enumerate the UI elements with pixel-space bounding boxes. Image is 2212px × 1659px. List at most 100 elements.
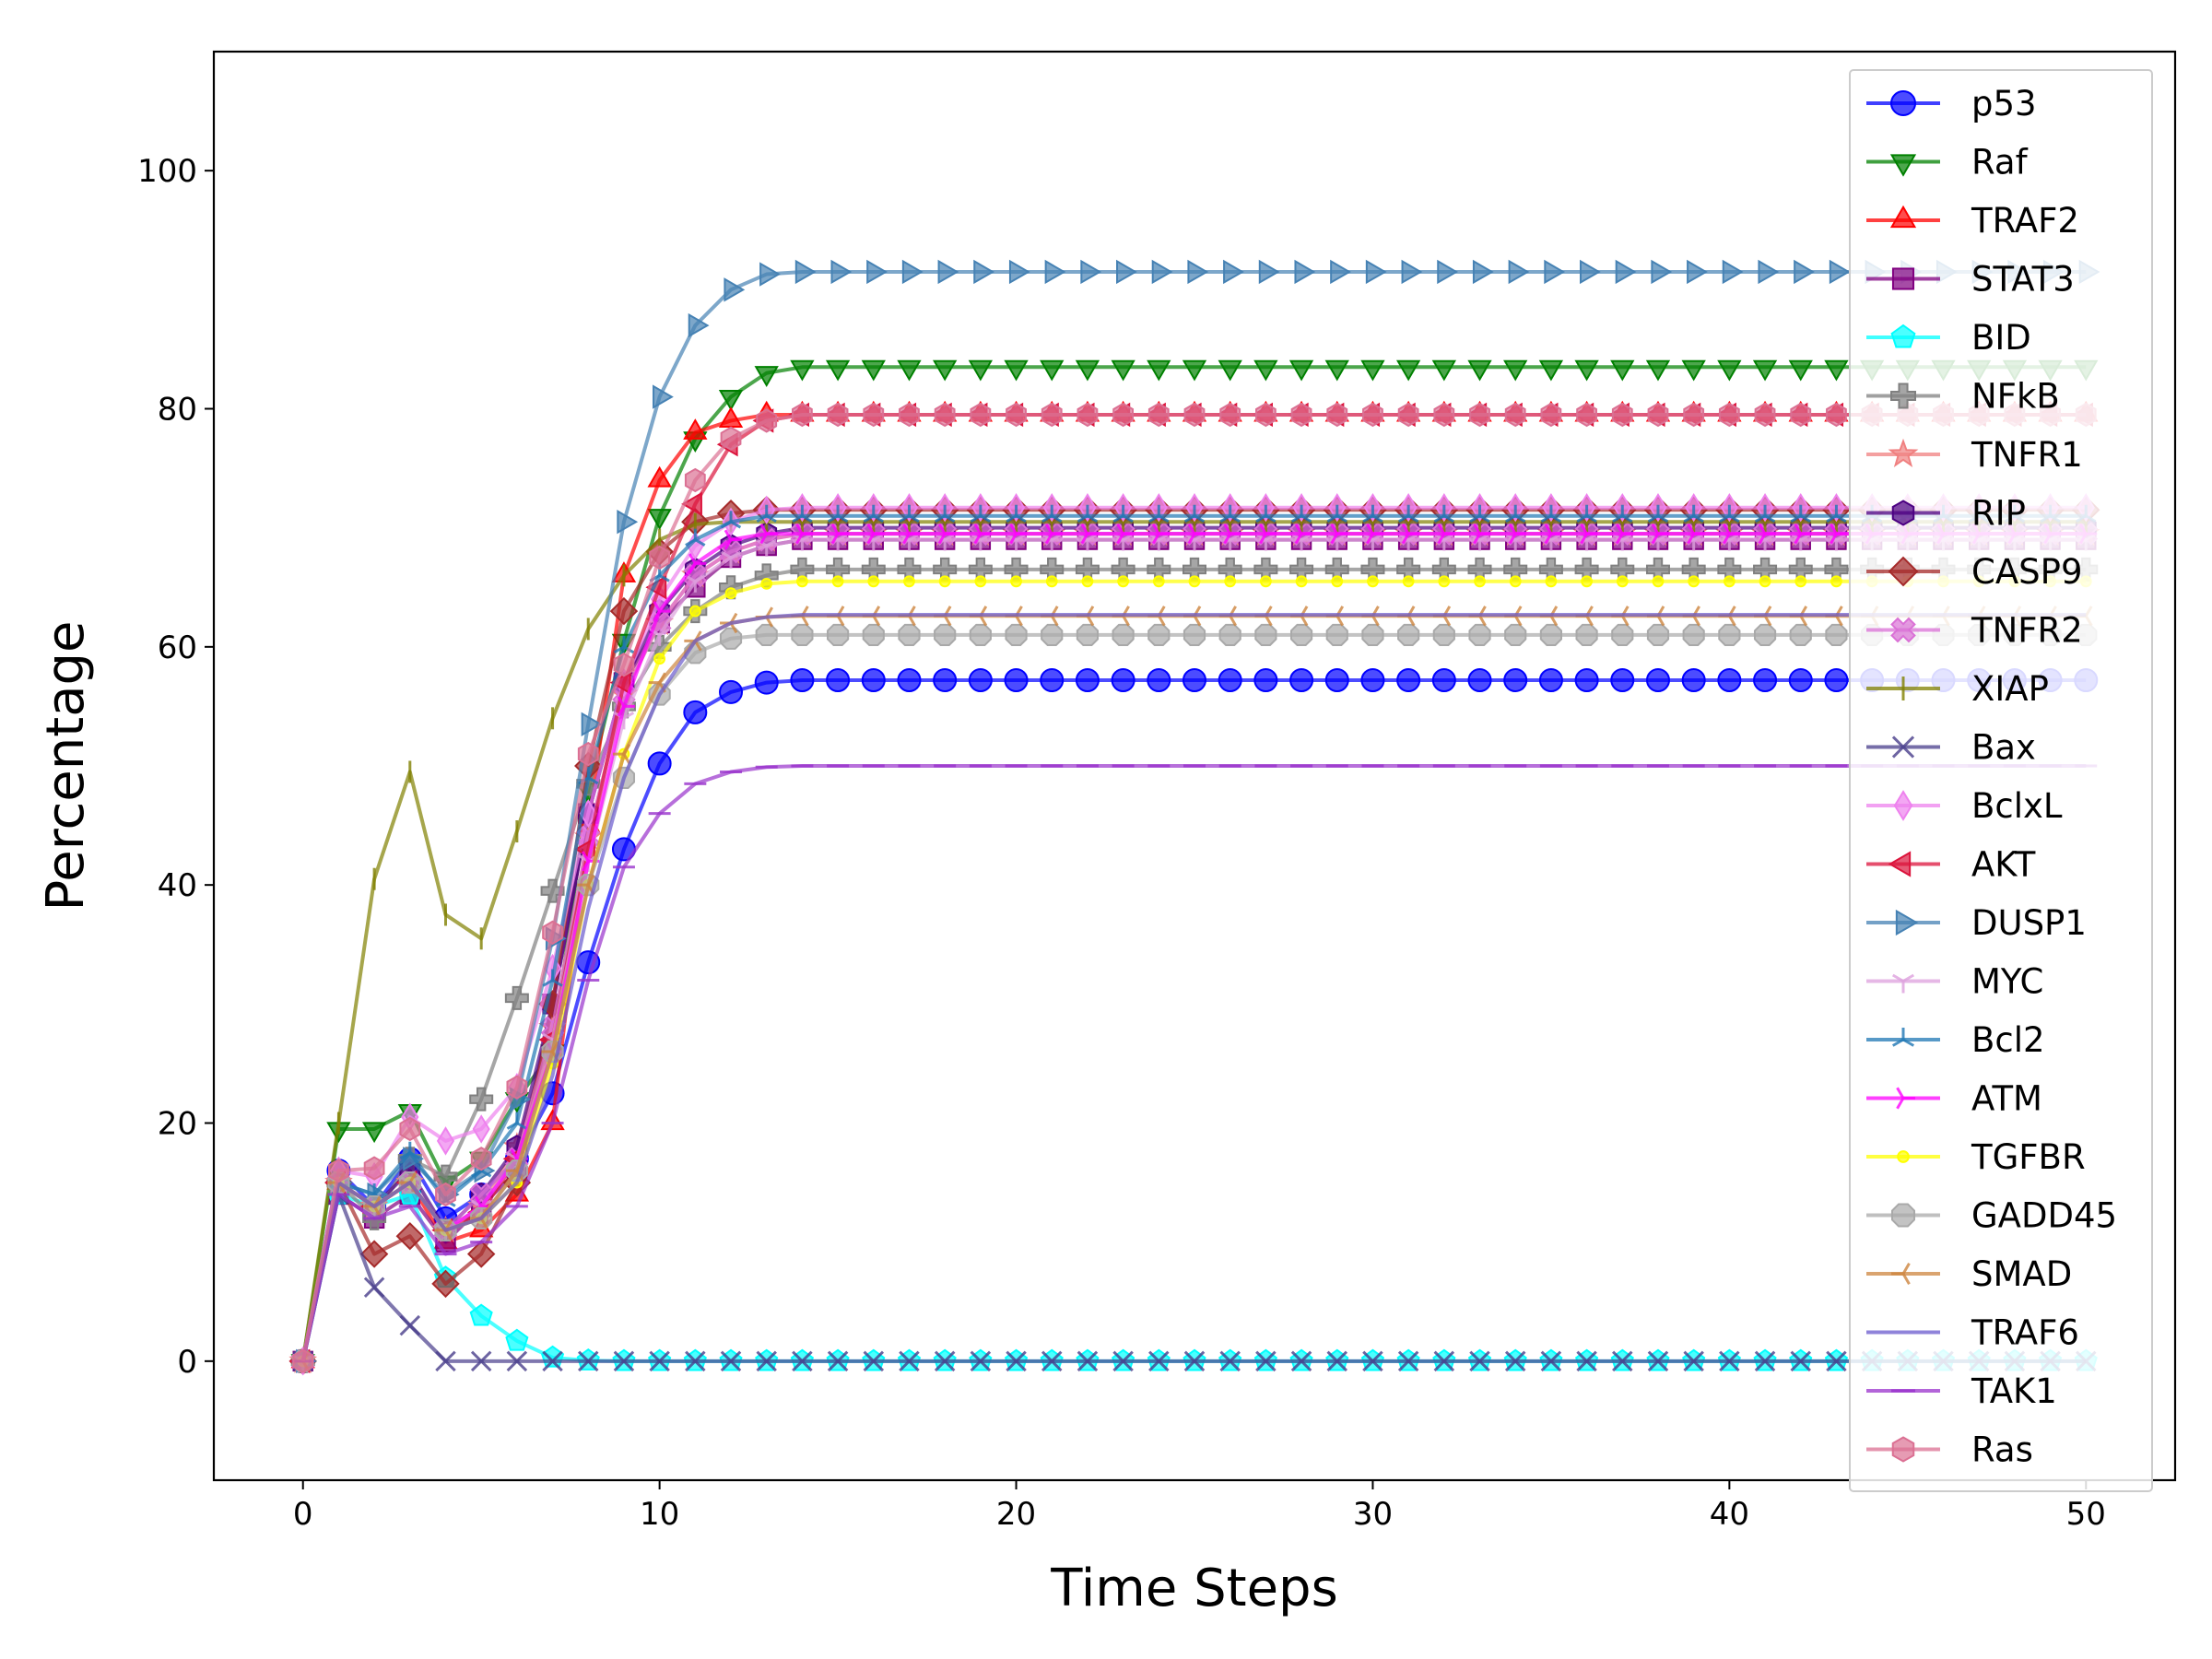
data-point	[1290, 402, 1312, 428]
data-point	[794, 259, 817, 285]
data-point	[898, 623, 921, 646]
data-point	[791, 623, 814, 646]
data-point	[1010, 575, 1022, 588]
legend-label: CASP9	[1971, 552, 2083, 592]
data-point	[1432, 623, 1455, 646]
data-point	[1401, 523, 1420, 545]
data-point	[1540, 504, 1562, 524]
data-point	[1147, 359, 1171, 382]
data-point	[1041, 623, 1064, 646]
data-point	[1182, 623, 1206, 646]
data-point	[1612, 504, 1633, 524]
data-point	[1753, 623, 1777, 646]
x-tick-label: 0	[293, 1496, 313, 1533]
data-point	[1610, 668, 1635, 692]
data-point	[1148, 1350, 1170, 1372]
data-point	[790, 668, 815, 692]
data-point	[1360, 359, 1385, 382]
data-point	[399, 1116, 421, 1142]
data-point	[1295, 575, 1308, 588]
data-point	[1472, 259, 1494, 285]
data-point	[1326, 504, 1347, 524]
data-point	[363, 1277, 385, 1299]
data-point	[681, 491, 702, 516]
data-point	[724, 529, 743, 550]
legend-label: AKT	[1971, 845, 2036, 885]
data-point	[1326, 402, 1348, 428]
data-point	[1752, 359, 1778, 382]
data-point	[469, 1303, 493, 1326]
data-point	[1075, 668, 1100, 692]
data-point	[1006, 504, 1027, 524]
data-point	[968, 668, 993, 692]
data-point	[863, 1350, 885, 1372]
data-point	[577, 1350, 599, 1372]
data-point	[1182, 668, 1206, 692]
data-point	[1080, 523, 1099, 545]
data-point	[795, 523, 814, 545]
data-point	[1433, 1350, 1455, 1372]
data-point	[1294, 259, 1316, 285]
data-point	[1794, 259, 1815, 285]
data-point	[1611, 402, 1633, 428]
data-point	[897, 668, 922, 692]
data-point	[759, 262, 781, 287]
data-point	[1754, 504, 1776, 524]
data-point	[897, 359, 922, 382]
data-point	[1508, 523, 1527, 545]
x-tick-label: 10	[640, 1496, 679, 1533]
data-point	[1539, 623, 1562, 646]
data-point	[1040, 668, 1065, 692]
data-point	[1829, 259, 1851, 285]
data-point	[759, 523, 778, 545]
data-point	[937, 259, 959, 285]
legend-label: p53	[1971, 84, 2037, 124]
data-point	[1362, 1350, 1383, 1372]
data-point	[1682, 623, 1705, 646]
legend-label: SMAD	[1971, 1254, 2072, 1294]
data-point	[1790, 504, 1811, 524]
data-point	[1437, 259, 1459, 285]
data-point	[719, 575, 744, 600]
data-point	[1509, 575, 1522, 588]
data-point	[1360, 668, 1385, 692]
data-point	[1147, 623, 1171, 646]
data-point	[1505, 504, 1526, 524]
data-point	[542, 1350, 563, 1372]
data-point	[1219, 402, 1241, 428]
data-point	[1540, 402, 1562, 428]
data-point	[1540, 1350, 1562, 1372]
y-axis-title: Percentage	[36, 620, 96, 911]
data-point	[1646, 623, 1670, 646]
legend-entry: XIAP	[1866, 669, 2049, 709]
data-point	[1188, 575, 1201, 588]
data-point	[1719, 1350, 1740, 1372]
data-point	[1717, 668, 1742, 692]
data-point	[688, 312, 710, 338]
data-point	[1116, 523, 1135, 545]
data-point	[1075, 359, 1100, 382]
data-point	[609, 596, 639, 626]
data-point	[504, 985, 529, 1010]
data-point	[718, 389, 744, 411]
data-point	[1647, 1350, 1669, 1372]
data-point	[1151, 259, 1173, 285]
data-point	[1576, 402, 1597, 428]
data-point	[1788, 359, 1813, 382]
data-point	[647, 751, 672, 776]
data-point	[1759, 575, 1771, 588]
data-point	[399, 1314, 421, 1336]
data-point	[1330, 523, 1348, 545]
data-point	[1290, 1350, 1312, 1372]
data-point	[719, 679, 744, 704]
data-point	[934, 402, 956, 428]
legend-label: Bax	[1971, 728, 2036, 768]
data-point	[1367, 575, 1379, 588]
data-point	[756, 408, 778, 433]
data-point	[1683, 1350, 1704, 1372]
data-point	[1398, 504, 1419, 524]
legend-label: TNFR2	[1971, 611, 2083, 651]
legend-marker	[1889, 154, 1917, 177]
data-point	[649, 1350, 670, 1372]
data-point	[825, 359, 851, 382]
